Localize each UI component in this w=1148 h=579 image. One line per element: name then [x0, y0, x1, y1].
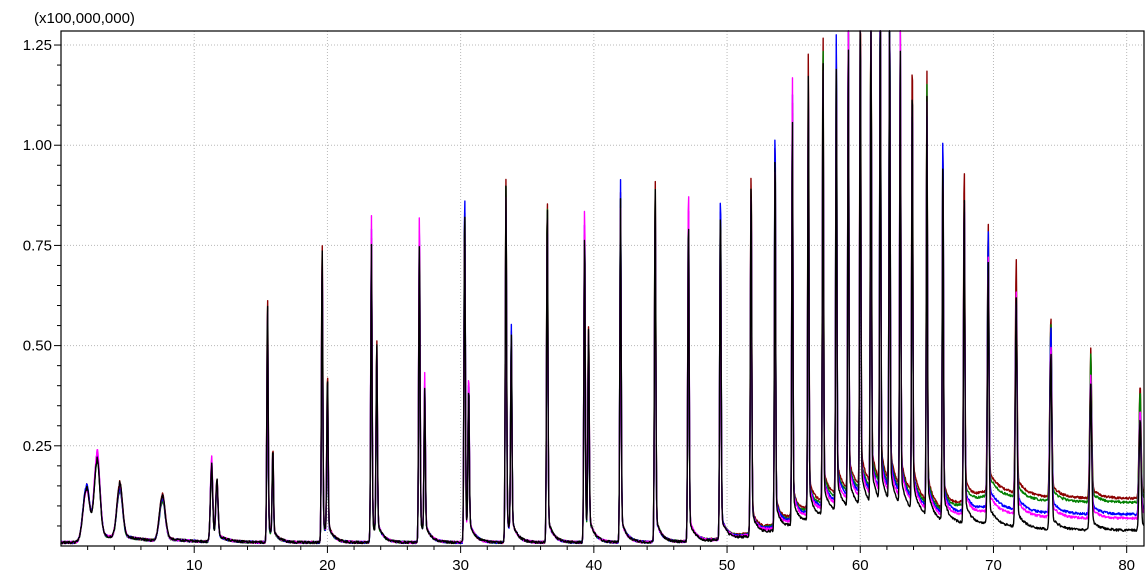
series-line [60, 30, 1145, 545]
y-tick-label: 0.50 [23, 338, 52, 355]
x-tick-label: 60 [852, 557, 869, 574]
y-tick-label: 0.75 [23, 237, 52, 254]
y-tick-label: 1.00 [23, 137, 52, 154]
x-tick-label: 40 [585, 557, 602, 574]
y-scale-label: (x100,000,000) [34, 10, 135, 27]
x-tick-label: 10 [186, 557, 203, 574]
x-tick-label: 70 [985, 557, 1002, 574]
series-line [60, 30, 1145, 545]
plot-frame [60, 30, 1145, 547]
y-tick-label: 1.25 [23, 37, 52, 54]
series-line [60, 30, 1145, 545]
x-tick-label: 20 [319, 557, 336, 574]
chart-axes: 10 20 30 40 50 60 70 80 0.25 0.50 0.75 1.00 1.25 [23, 30, 1145, 574]
series-line [60, 30, 1145, 545]
x-tick-label: 50 [719, 557, 736, 574]
x-tick-label: 30 [452, 557, 469, 574]
x-tick-label: 80 [1118, 557, 1135, 574]
grid-lines [61, 31, 1144, 546]
chart-traces [60, 30, 1145, 545]
series-line [60, 30, 1145, 545]
y-tick-label: 0.25 [23, 438, 52, 455]
